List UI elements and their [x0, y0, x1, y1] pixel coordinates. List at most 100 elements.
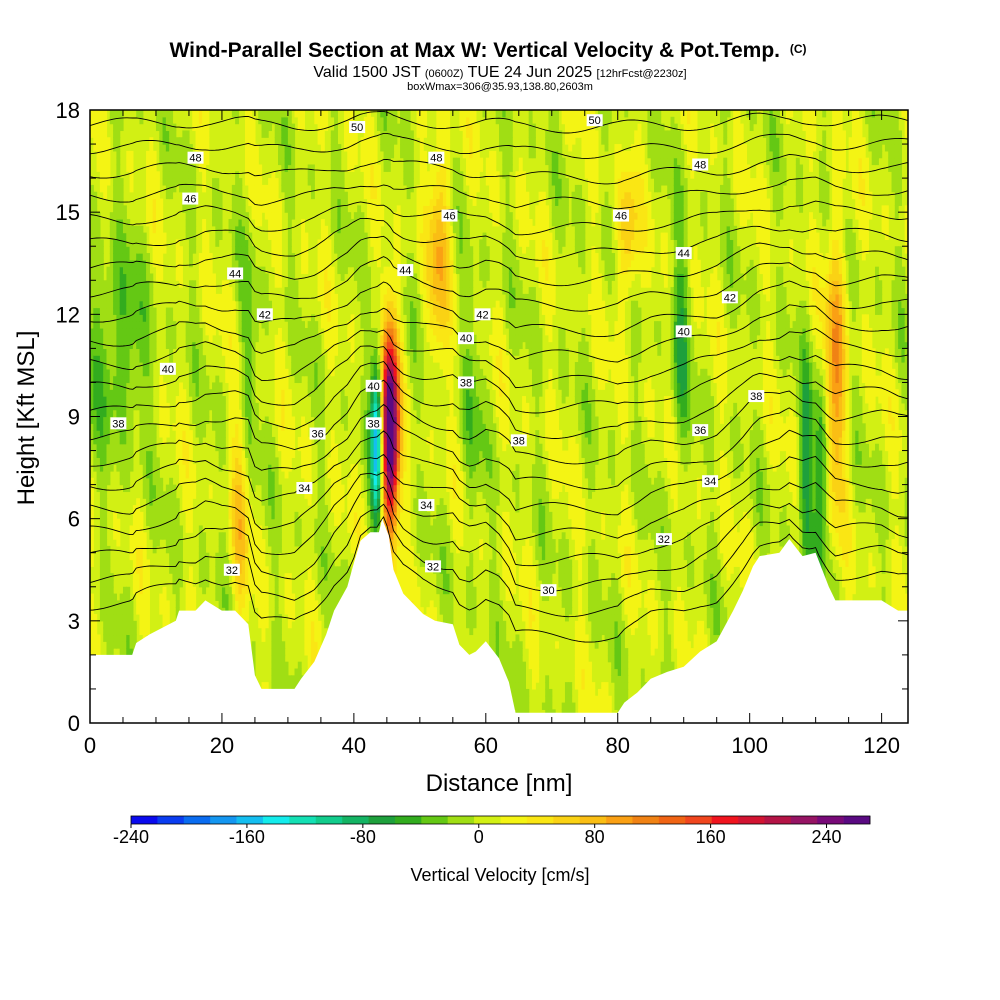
velocity-cell: [103, 634, 108, 642]
velocity-cell: [390, 355, 395, 363]
velocity-cell: [228, 464, 233, 472]
velocity-cell: [264, 287, 269, 295]
velocity-cell: [179, 184, 183, 193]
velocity-cell: [287, 184, 292, 193]
velocity-cell: [330, 157, 335, 166]
velocity-cell: [179, 579, 183, 588]
velocity-cell: [99, 396, 104, 404]
velocity-cell: [304, 600, 309, 608]
velocity-cell: [142, 586, 147, 595]
velocity-cell: [182, 430, 187, 438]
velocity-cell: [113, 218, 117, 227]
velocity-cell: [235, 607, 240, 615]
velocity-cell: [251, 287, 256, 295]
velocity-cell: [324, 545, 329, 554]
velocity-cell: [159, 423, 164, 431]
velocity-cell: [314, 382, 319, 390]
velocity-cell: [350, 246, 355, 254]
velocity-cell: [228, 423, 233, 431]
velocity-cell: [109, 436, 114, 445]
velocity-cell: [327, 259, 332, 268]
velocity-cell: [179, 144, 183, 152]
velocity-cell: [317, 368, 322, 377]
velocity-cell: [284, 661, 289, 670]
velocity-cell: [188, 579, 193, 588]
velocity-cell: [142, 321, 147, 329]
velocity-cell: [129, 607, 134, 615]
velocity-cell: [314, 409, 319, 418]
velocity-cell: [149, 423, 154, 431]
velocity-cell: [337, 253, 342, 261]
velocity-cell: [248, 116, 253, 125]
velocity-cell: [218, 532, 223, 540]
velocity-cell: [169, 157, 174, 166]
velocity-cell: [347, 232, 352, 241]
velocity-cell: [152, 253, 157, 261]
velocity-cell: [231, 327, 236, 336]
velocity-cell: [188, 246, 193, 254]
velocity-cell: [373, 218, 378, 227]
velocity-cell: [208, 287, 213, 295]
velocity-cell: [334, 586, 338, 595]
velocity-cell: [360, 164, 365, 172]
velocity-cell: [304, 259, 309, 268]
velocity-cell: [320, 280, 325, 288]
velocity-cell: [281, 648, 286, 656]
velocity-cell: [235, 573, 240, 581]
velocity-cell: [390, 396, 395, 404]
velocity-cell: [218, 600, 223, 608]
velocity-cell: [370, 225, 375, 234]
velocity-cell: [241, 498, 246, 506]
velocity-cell: [380, 348, 385, 356]
velocity-cell: [238, 205, 243, 213]
velocity-cell: [109, 375, 114, 384]
velocity-cell: [96, 246, 101, 254]
velocity-cell: [350, 150, 355, 159]
velocity-cell: [251, 641, 256, 649]
velocity-cell: [350, 341, 355, 349]
velocity-cell: [146, 627, 150, 636]
velocity-cell: [122, 484, 127, 493]
velocity-cell: [103, 280, 108, 288]
velocity-cell: [350, 164, 355, 172]
velocity-cell: [228, 307, 233, 315]
velocity-cell: [271, 498, 276, 506]
velocity-cell: [376, 450, 381, 458]
velocity-cell: [281, 368, 286, 377]
velocity-cell: [294, 293, 299, 302]
velocity-cell: [215, 239, 220, 247]
velocity-cell: [90, 634, 94, 642]
velocity-cell: [334, 191, 338, 200]
velocity-cell: [116, 110, 121, 118]
velocity-cell: [370, 150, 375, 159]
velocity-cell: [146, 402, 150, 411]
velocity-cell: [116, 321, 121, 329]
velocity-cell: [212, 314, 216, 322]
velocity-cell: [380, 477, 385, 486]
velocity-cell: [202, 409, 207, 418]
velocity-cell: [192, 280, 197, 288]
velocity-cell: [119, 287, 124, 295]
velocity-cell: [393, 293, 398, 302]
velocity-cell: [251, 184, 256, 193]
velocity-cell: [126, 423, 131, 431]
velocity-cell: [159, 396, 164, 404]
velocity-cell: [202, 559, 207, 567]
velocity-cell: [218, 191, 223, 200]
velocity-cell: [188, 436, 193, 445]
velocity-cell: [393, 116, 398, 125]
velocity-cell: [278, 654, 282, 663]
velocity-cell: [310, 389, 315, 397]
velocity-cell: [396, 505, 401, 513]
velocity-cell: [373, 396, 378, 404]
velocity-cell: [281, 661, 286, 670]
velocity-cell: [103, 178, 108, 186]
velocity-cell: [390, 464, 395, 472]
velocity-cell: [192, 470, 197, 479]
velocity-cell: [254, 416, 259, 424]
velocity-cell: [330, 470, 335, 479]
velocity-cell: [268, 184, 273, 193]
velocity-cell: [254, 579, 259, 588]
velocity-cell: [287, 280, 292, 288]
velocity-cell: [235, 287, 240, 295]
